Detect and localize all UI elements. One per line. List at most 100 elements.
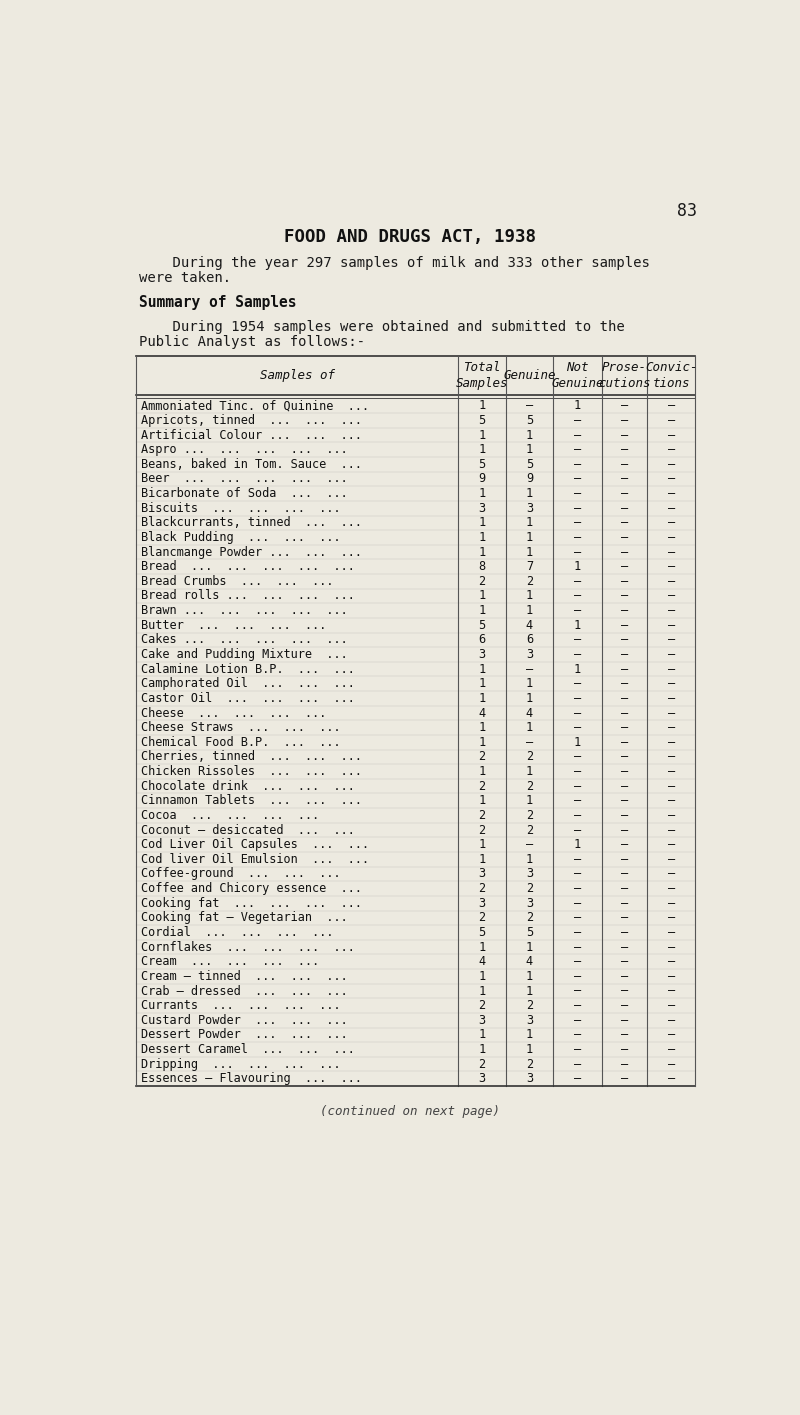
Text: –: – [574,925,581,940]
Text: 1: 1 [574,399,581,412]
Text: –: – [621,941,628,954]
Text: –: – [574,1057,581,1071]
Text: –: – [668,516,674,529]
Text: –: – [621,999,628,1012]
Text: 2: 2 [478,574,486,587]
Text: –: – [668,399,674,412]
Text: –: – [621,546,628,559]
Text: –: – [574,955,581,968]
Text: –: – [668,853,674,866]
Text: –: – [621,692,628,705]
Text: Coffee and Chicory essence  ...: Coffee and Chicory essence ... [141,882,362,896]
Text: –: – [574,897,581,910]
Text: 2: 2 [478,1057,486,1071]
Text: –: – [668,473,674,485]
Text: –: – [621,502,628,515]
Text: 1: 1 [526,429,533,441]
Text: –: – [574,911,581,924]
Text: –: – [668,824,674,836]
Text: 1: 1 [526,692,533,705]
Text: Convic-
tions: Convic- tions [645,361,698,391]
Text: Cooking fat  ...  ...  ...  ...: Cooking fat ... ... ... ... [141,897,362,910]
Text: Cordial  ...  ...  ...  ...: Cordial ... ... ... ... [141,925,334,940]
Text: 2: 2 [526,1057,533,1071]
Text: 2: 2 [526,882,533,896]
Text: 6: 6 [526,634,533,647]
Text: 3: 3 [526,1013,533,1027]
Text: –: – [621,1029,628,1041]
Text: –: – [668,911,674,924]
Text: –: – [668,882,674,896]
Text: –: – [668,969,674,983]
Text: Ammoniated Tinc. of Quinine  ...: Ammoniated Tinc. of Quinine ... [141,399,369,412]
Text: –: – [621,560,628,573]
Text: –: – [574,634,581,647]
Text: –: – [668,736,674,749]
Text: –: – [621,1073,628,1085]
Text: –: – [668,618,674,631]
Text: 7: 7 [526,560,533,573]
Text: 5: 5 [526,415,533,427]
Text: Custard Powder  ...  ...  ...: Custard Powder ... ... ... [141,1013,348,1027]
Text: –: – [668,1043,674,1056]
Text: 1: 1 [526,487,533,499]
Text: 1: 1 [478,794,486,808]
Text: –: – [621,706,628,720]
Text: –: – [621,1043,628,1056]
Text: 1: 1 [478,662,486,675]
Text: 1: 1 [574,736,581,749]
Text: 5: 5 [478,458,486,471]
Text: 9: 9 [526,473,533,485]
Text: Aspro ...  ...  ...  ...  ...: Aspro ... ... ... ... ... [141,443,348,456]
Text: –: – [574,415,581,427]
Text: 2: 2 [526,809,533,822]
Text: 2: 2 [478,882,486,896]
Text: –: – [668,941,674,954]
Text: 4: 4 [478,706,486,720]
Text: 1: 1 [478,766,486,778]
Text: –: – [574,604,581,617]
Text: Cornflakes  ...  ...  ...  ...: Cornflakes ... ... ... ... [141,941,355,954]
Text: Cod Liver Oil Capsules  ...  ...: Cod Liver Oil Capsules ... ... [141,838,369,852]
Text: –: – [668,766,674,778]
Text: –: – [621,766,628,778]
Text: 1: 1 [526,604,533,617]
Text: 1: 1 [478,969,486,983]
Text: –: – [668,750,674,764]
Text: –: – [668,458,674,471]
Text: 1: 1 [478,838,486,852]
Text: 1: 1 [478,1043,486,1056]
Text: 1: 1 [526,941,533,954]
Text: –: – [574,999,581,1012]
Text: Blancmange Powder ...  ...  ...: Blancmange Powder ... ... ... [141,546,362,559]
Text: Biscuits  ...  ...  ...  ...: Biscuits ... ... ... ... [141,502,341,515]
Text: 1: 1 [526,531,533,543]
Text: –: – [621,590,628,603]
Text: 1: 1 [526,443,533,456]
Text: 1: 1 [478,443,486,456]
Text: –: – [668,590,674,603]
Text: 1: 1 [526,678,533,691]
Text: Samples of: Samples of [260,369,334,382]
Text: –: – [668,1057,674,1071]
Text: 83: 83 [678,202,698,221]
Text: –: – [574,458,581,471]
Text: 2: 2 [526,574,533,587]
Text: –: – [574,1029,581,1041]
Text: –: – [621,794,628,808]
Text: 2: 2 [526,824,533,836]
Text: –: – [574,766,581,778]
Text: –: – [668,662,674,675]
Text: –: – [574,1013,581,1027]
Text: Blackcurrants, tinned  ...  ...: Blackcurrants, tinned ... ... [141,516,362,529]
Text: Genuine: Genuine [503,369,555,382]
Text: Cocoa  ...  ...  ...  ...: Cocoa ... ... ... ... [141,809,319,822]
Text: 4: 4 [526,706,533,720]
Text: –: – [668,443,674,456]
Text: FOOD AND DRUGS ACT, 1938: FOOD AND DRUGS ACT, 1938 [284,228,536,246]
Text: –: – [621,531,628,543]
Text: Black Pudding  ...  ...  ...: Black Pudding ... ... ... [141,531,341,543]
Text: –: – [668,634,674,647]
Text: Chocolate drink  ...  ...  ...: Chocolate drink ... ... ... [141,780,355,792]
Text: –: – [621,458,628,471]
